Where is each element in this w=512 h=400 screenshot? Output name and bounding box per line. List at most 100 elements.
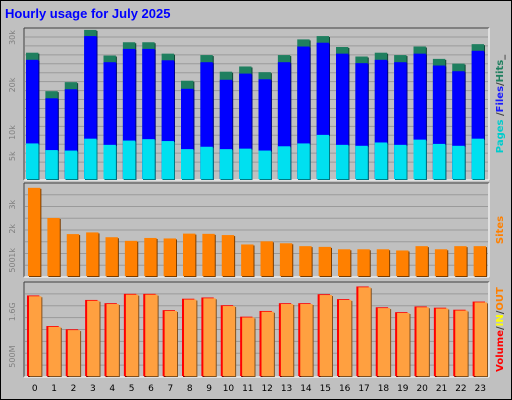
bar-pages (316, 134, 329, 179)
bar-out (125, 294, 139, 376)
axis-label-part: IN (495, 314, 506, 326)
x-axis: 0 1 2 3 4 5 6 7 8 9 10 11 12 13 14 15 16 17 18 19 20 21 22 23 (32, 384, 486, 394)
bar-out (48, 326, 61, 376)
bar-sites (415, 246, 428, 276)
bar-out (67, 330, 81, 376)
bar-pages (374, 142, 388, 179)
bar-sites (260, 241, 273, 276)
bar-out (435, 308, 449, 376)
bar-pages (336, 144, 349, 179)
bar-pages (258, 150, 271, 179)
right-axis-label: Pages /Files/Hits_ (495, 55, 506, 153)
bar-sites (318, 246, 331, 276)
y-tick-label: 20k (8, 77, 17, 92)
bar-out (106, 304, 119, 376)
bar-out (474, 302, 487, 376)
bar-sites (279, 243, 293, 276)
bar-out (397, 312, 410, 376)
bar-pages (200, 146, 213, 179)
axis-label-part: / (495, 310, 506, 314)
axis-label-part: OUT (495, 287, 506, 311)
x-tick-label: 4 (109, 384, 115, 394)
x-tick-label: 8 (187, 384, 193, 394)
axis-label-part: _ (495, 55, 506, 60)
x-tick-label: 19 (397, 384, 409, 394)
axis-label-part: / (495, 112, 506, 119)
x-tick-label: 10 (223, 384, 235, 394)
bar-sites (144, 237, 157, 276)
x-tick-label: 1 (51, 384, 57, 394)
bar-sites (241, 244, 254, 276)
y-tick-label: 3k (8, 199, 17, 209)
bar-out (377, 308, 391, 376)
bar-sites (357, 249, 370, 276)
x-tick-label: 15 (320, 384, 331, 394)
x-tick-label: 0 (32, 384, 38, 394)
x-tick-label: 21 (436, 384, 447, 394)
bar-out (145, 294, 158, 376)
right-axis-label: Sites (495, 216, 506, 244)
axis-label-part: / (495, 326, 506, 330)
x-tick-label: 9 (206, 384, 212, 394)
bar-pages (142, 139, 155, 179)
bar-out (184, 299, 197, 376)
bar-sites (66, 234, 80, 276)
bar-sites (473, 246, 486, 276)
bar-pages (394, 144, 407, 179)
bar-sites (202, 233, 215, 276)
bar-sites (454, 246, 467, 276)
chart-title: Hourly usage for July 2025 (5, 6, 171, 21)
x-tick-label: 22 (455, 384, 466, 394)
bar-out (455, 310, 468, 376)
bar-pages (84, 138, 97, 179)
axis-label-part: Volume (495, 330, 506, 372)
y-tick-label: 500M (8, 345, 17, 367)
y-tick-label: 30k (8, 30, 17, 45)
axis-label-part: Hits (495, 60, 506, 83)
bar-sites (396, 250, 409, 276)
bar-sites (221, 235, 235, 276)
bar-out (242, 317, 255, 376)
x-tick-label: 18 (378, 384, 390, 394)
bar-out (222, 306, 236, 376)
bar-pages (181, 149, 194, 179)
bar-sites (434, 249, 448, 276)
x-tick-label: 17 (358, 384, 369, 394)
x-tick-label: 7 (167, 384, 173, 394)
bar-out (300, 304, 313, 376)
bar-out (29, 296, 42, 376)
bar-pages (471, 138, 484, 179)
x-tick-label: 12 (261, 384, 272, 394)
bar-out (203, 298, 216, 376)
bar-pages (26, 143, 39, 179)
bar-sites (86, 232, 99, 276)
bar-sites (124, 240, 138, 276)
bar-out (339, 299, 352, 376)
bar-sites (28, 187, 41, 276)
bar-pages (219, 149, 233, 179)
y-tick-label: 1k (8, 248, 17, 258)
bar-sites (183, 233, 196, 276)
bar-pages (277, 146, 291, 179)
y-tick-label: 10k (8, 125, 17, 140)
x-tick-label: 5 (129, 384, 135, 394)
bar-sites (163, 238, 176, 276)
axis-label-part: Files (495, 86, 506, 112)
bar-sites (105, 237, 118, 276)
y-tick-label: 500 (8, 257, 17, 272)
bar-out (319, 295, 332, 376)
y-tick-label: 2k (8, 224, 17, 234)
bar-pages (452, 145, 465, 179)
bar-pages (64, 150, 78, 179)
bar-pages (355, 145, 368, 179)
x-tick-label: 14 (300, 384, 312, 394)
bar-out (261, 311, 274, 376)
x-tick-label: 2 (71, 384, 77, 394)
bar-out (87, 300, 100, 376)
bar-out (164, 310, 177, 376)
axis-label-part: / (495, 82, 506, 86)
